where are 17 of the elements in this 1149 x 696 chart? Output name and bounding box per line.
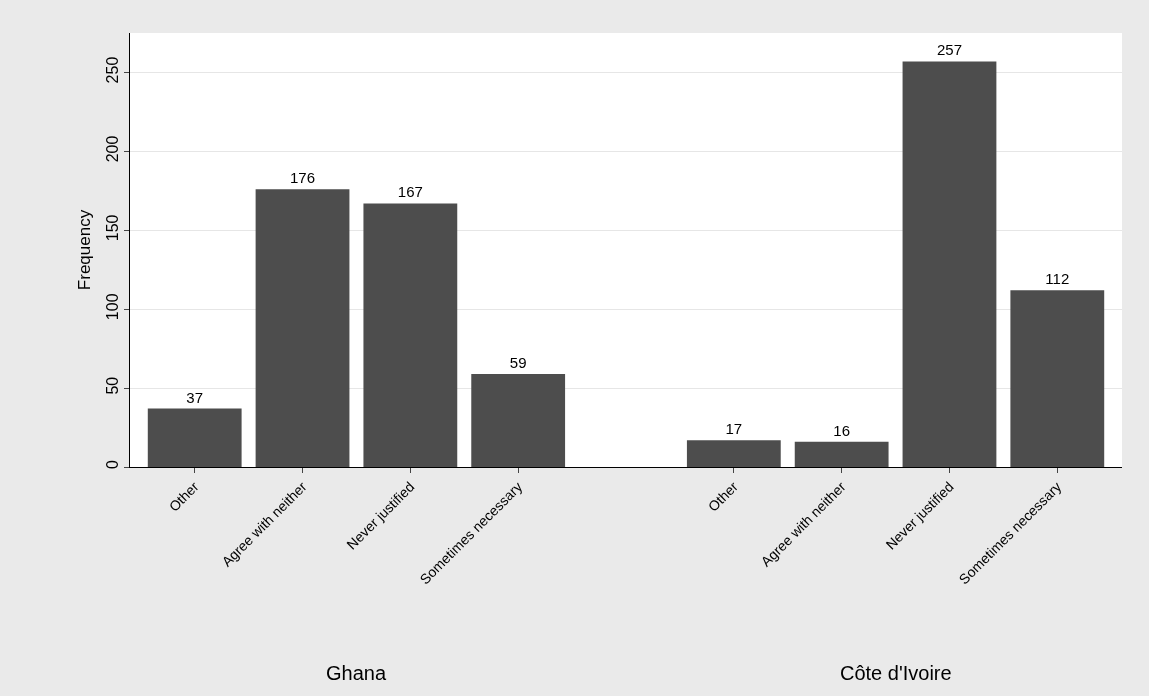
y-axis-title: Frequency [75, 209, 95, 291]
text: Ghana [326, 662, 387, 684]
text: Côte d'Ivoire [840, 662, 952, 684]
data-label: 112 [1045, 270, 1070, 288]
data-label: 16 [833, 421, 850, 439]
y-tick-label: 100 [103, 293, 121, 321]
data-label: 176 [290, 169, 316, 187]
y-tick-label: 250 [103, 56, 121, 84]
data-label: 37 [186, 388, 204, 406]
y-tick-label: 200 [103, 135, 121, 163]
y-tick-label: 0 [103, 460, 121, 470]
y-tick-label: 50 [103, 376, 121, 395]
y-tick-label: 150 [103, 214, 121, 242]
data-label: 17 [725, 420, 743, 438]
data-label: 257 [936, 41, 962, 59]
data-label: 59 [509, 353, 527, 371]
data-label: 167 [397, 183, 423, 201]
